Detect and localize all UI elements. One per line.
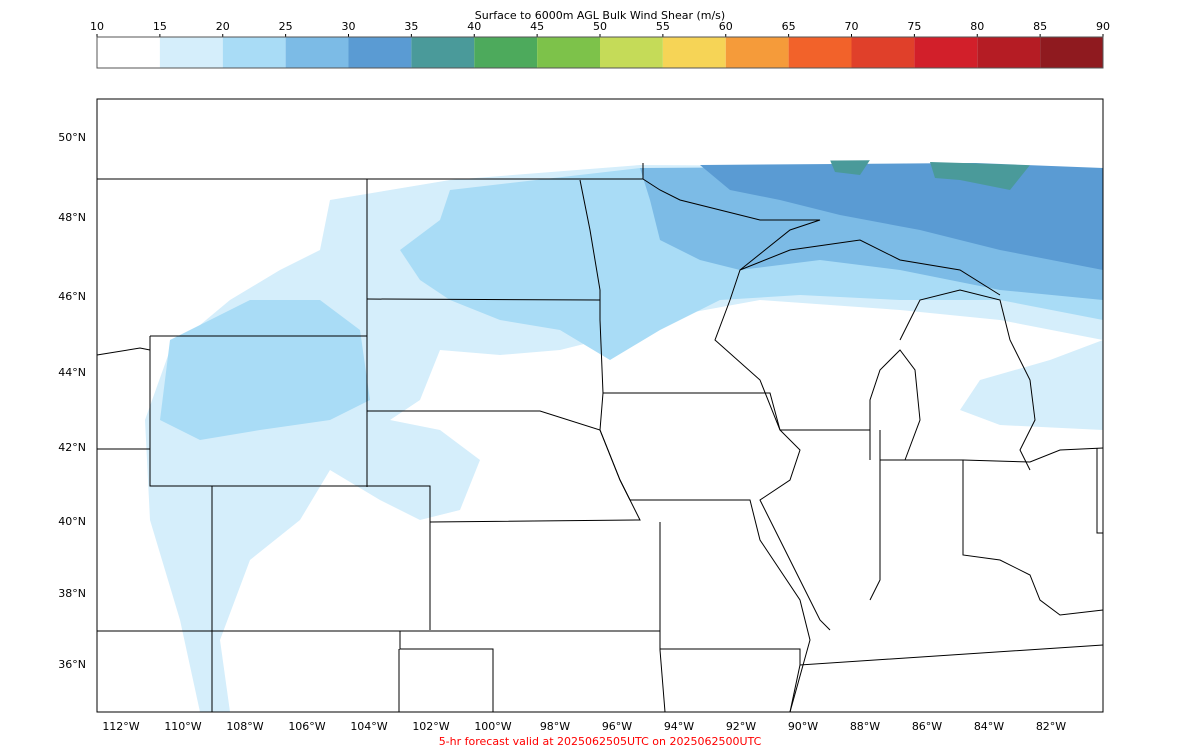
colorbar-box [725,37,789,68]
longitude-label: 100°W [474,720,511,733]
latitude-label: 46°N [58,290,86,303]
colorbar-tick-label: 60 [719,20,733,33]
longitude-label: 104°W [350,720,387,733]
latitude-labels: 50°N 48°N 46°N 44°N 42°N 40°N 38°N 36°N [58,131,86,671]
colorbar-box [537,37,600,68]
colorbar: 10 15 20 25 30 35 40 45 50 55 60 65 70 75 80 85 90 [90,20,1110,68]
colorbar-tick-label: 90 [1096,20,1110,33]
longitude-label: 94°W [664,720,694,733]
colorbar-box [222,37,286,68]
state-borders [96,163,1104,713]
latitude-label: 36°N [58,658,86,671]
colorbar-box [788,37,852,68]
colorbar-box [474,37,538,68]
colorbar-tick-label: 45 [530,20,544,33]
map-frame [96,98,1104,713]
colorbar-box [977,37,1041,68]
colorbar-tick-label: 40 [467,20,481,33]
longitude-label: 108°W [226,720,263,733]
colorbar-tick-label: 10 [90,20,104,33]
colorbar-box [600,37,663,68]
longitude-label: 82°W [1036,720,1066,733]
longitude-label: 110°W [164,720,201,733]
colorbar-box [159,37,223,68]
footer: 5-hr forecast valid at 2025062505UTC on … [439,735,762,748]
longitude-label: 98°W [540,720,570,733]
latitude-label: 44°N [58,366,86,379]
longitude-label: 106°W [288,720,325,733]
longitude-label: 84°W [974,720,1004,733]
colorbar-tick-label: 35 [404,20,418,33]
shear-35-40 [830,160,1030,190]
colorbar-box [851,37,915,68]
shear-15-20 [145,165,1103,712]
colorbar-box [662,37,726,68]
colorbar-box [411,37,475,68]
shear-20-25 [160,300,370,440]
colorbar-tick-label: 50 [593,20,607,33]
longitude-label: 112°W [102,720,139,733]
colorbar-title: Surface to 6000m AGL Bulk Wind Shear (m/… [475,9,725,22]
colorbar-box [1040,37,1103,68]
latitude-label: 38°N [58,587,86,600]
longitude-label: 86°W [912,720,942,733]
colorbar-tick-label: 85 [1033,20,1047,33]
colorbar-tick-label: 75 [907,20,921,33]
map-edge [97,99,1103,182]
colorbar-tick-label: 15 [153,20,167,33]
colorbar-box [348,37,412,68]
latitude-label: 42°N [58,441,86,454]
longitude-label: 90°W [788,720,818,733]
map-area [96,98,1104,713]
longitude-label: 92°W [726,720,756,733]
colorbar-tick-label: 55 [656,20,670,33]
colorbar-tick-label: 25 [279,20,293,33]
colorbar-box [914,37,978,68]
colorbar-tick-label: 70 [845,20,859,33]
latitude-label: 50°N [58,131,86,144]
colorbar-tick-label: 65 [782,20,796,33]
latitude-label: 48°N [58,211,86,224]
colorbar-box [97,37,160,68]
longitude-label: 102°W [412,720,449,733]
colorbar-tick-label: 20 [216,20,230,33]
longitude-labels: 112°W 110°W 108°W 106°W 104°W 102°W 100°W 98°W 9… [102,720,1066,733]
latitude-label: 40°N [58,515,86,528]
longitude-label: 96°W [602,720,632,733]
colorbar-box [285,37,349,68]
colorbar-tick-label: 80 [970,20,984,33]
shear-30-35 [700,162,1103,270]
colorbar-frame [96,36,1104,69]
longitude-label: 88°W [850,720,880,733]
colorbar-tick-label: 30 [342,20,356,33]
